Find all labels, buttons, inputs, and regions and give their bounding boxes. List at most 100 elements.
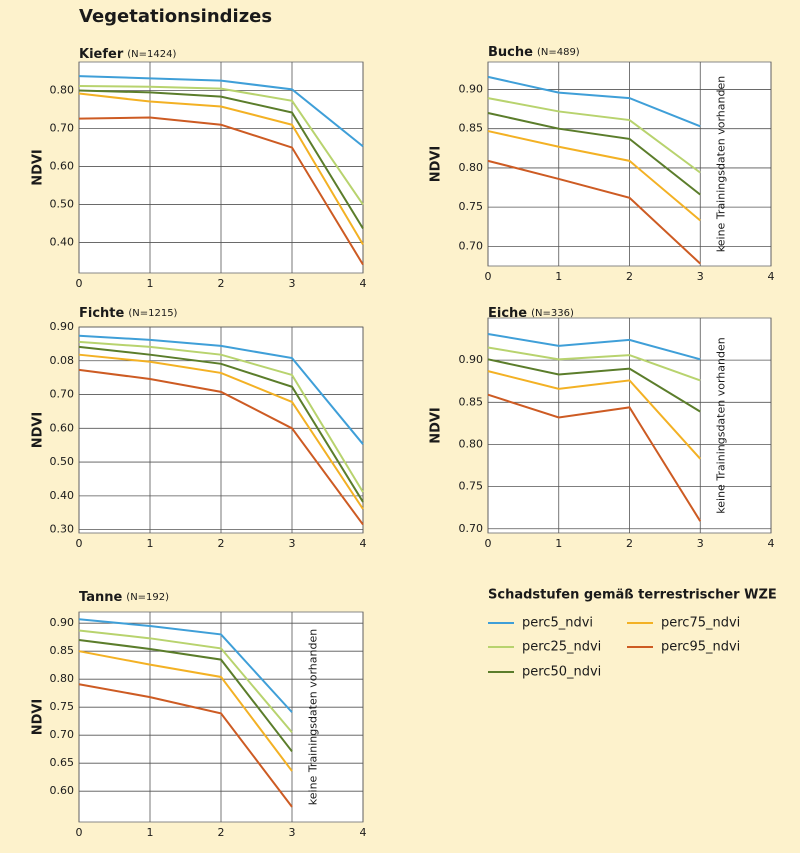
- y-tick-label: 0.50: [50, 455, 75, 468]
- chart-title-text: Eiche: [488, 306, 527, 321]
- x-tick-label: 4: [360, 826, 367, 839]
- x-tick-label: 3: [289, 537, 296, 550]
- y-tick-label: 0.80: [50, 672, 75, 685]
- y-tick-label: 0.70: [50, 728, 75, 741]
- chart-title: Kiefer (N=1424): [79, 47, 176, 62]
- x-tick-label: 1: [147, 537, 154, 550]
- y-tick-label: 0.90: [459, 353, 484, 366]
- x-tick-label: 1: [147, 826, 154, 839]
- y-tick-label: 0.75: [459, 200, 484, 213]
- x-tick-label: 0: [76, 826, 83, 839]
- x-tick-label: 3: [289, 826, 296, 839]
- chart-title-text: Tanne: [79, 590, 122, 605]
- chart-subtitle: (N=489): [537, 47, 580, 58]
- chart-subtitle: (N=336): [531, 308, 574, 319]
- legend-label: perc5_ndvi: [522, 616, 593, 631]
- y-tick-label: 0.90: [459, 82, 484, 95]
- y-axis-label: NDVI: [429, 146, 444, 183]
- x-tick-label: 2: [218, 537, 225, 550]
- x-tick-label: 4: [360, 277, 367, 290]
- y-tick-label: 0.85: [50, 644, 75, 657]
- y-tick-label: 0.40: [50, 489, 75, 502]
- y-axis-label: NDVI: [31, 699, 46, 736]
- series-line: perc95_ndvi: [78, 683, 293, 808]
- y-axis-label: NDVI: [31, 149, 46, 186]
- x-tick-label: 4: [768, 537, 775, 550]
- x-tick-label: 2: [626, 270, 633, 283]
- y-tick-label: 0.60: [50, 160, 75, 173]
- chart-title: Buche (N=489): [488, 45, 580, 60]
- x-tick-label: 3: [697, 270, 704, 283]
- chart-title-text: Buche: [488, 45, 533, 60]
- series-line: perc95_ndvi: [78, 116, 364, 266]
- y-axis-label: NDVI: [429, 407, 444, 444]
- series-line: perc50_ndvi: [78, 89, 364, 230]
- series-line: perc75_ndvi: [78, 92, 364, 245]
- chart-title: Fichte (N=1215): [79, 306, 178, 321]
- y-tick-label: 0.75: [459, 480, 484, 493]
- series-line: perc75_ndvi: [78, 650, 293, 772]
- chart-title: Eiche (N=336): [488, 306, 574, 321]
- series-line: perc5_ndvi: [487, 333, 701, 361]
- annotation: keine Trainingsdaten vorhanden: [714, 76, 727, 252]
- y-tick-label: 0.70: [50, 388, 75, 401]
- x-tick-label: 4: [768, 270, 775, 283]
- series-line: perc5_ndvi: [78, 334, 364, 445]
- y-tick-label: 0.85: [459, 395, 484, 408]
- series-line: perc25_ndvi: [78, 340, 364, 493]
- x-tick-label: 1: [147, 277, 154, 290]
- y-tick-label: 0.75: [50, 700, 75, 713]
- series-line: perc50_ndvi: [487, 112, 701, 196]
- x-tick-label: 2: [218, 277, 225, 290]
- chart-title-text: Fichte: [79, 306, 125, 321]
- chart-subtitle: (N=1215): [128, 308, 177, 319]
- x-tick-label: 3: [697, 537, 704, 550]
- series-line: perc50_ndvi: [78, 639, 293, 753]
- chart-title: Tanne (N=192): [79, 590, 169, 605]
- x-tick-label: 0: [76, 277, 83, 290]
- series-line: perc25_ndvi: [487, 97, 701, 174]
- series-line: perc95_ndvi: [487, 393, 702, 522]
- y-tick-label: 0.40: [50, 236, 75, 249]
- series-line: perc5_ndvi: [78, 618, 293, 713]
- x-tick-label: 1: [555, 270, 562, 283]
- x-tick-label: 0: [76, 537, 83, 550]
- x-tick-label: 0: [485, 537, 492, 550]
- legend-label: perc95_ndvi: [661, 640, 740, 655]
- y-tick-label: 0.80: [459, 437, 484, 450]
- y-tick-label: 0.70: [50, 122, 75, 135]
- y-tick-label: 0.70: [459, 522, 484, 535]
- chart-title-text: Kiefer: [79, 47, 124, 62]
- x-tick-label: 1: [555, 537, 562, 550]
- y-tick-label: 0.60: [50, 421, 75, 434]
- y-tick-label: 0.08: [50, 354, 75, 367]
- page-title: Vegetationsindizes: [79, 6, 272, 27]
- y-tick-label: 0.90: [50, 616, 75, 629]
- annotation: keine Trainingsdaten vorhanden: [714, 337, 727, 513]
- x-tick-label: 4: [360, 537, 367, 550]
- x-tick-label: 3: [289, 277, 296, 290]
- x-tick-label: 2: [626, 537, 633, 550]
- y-tick-label: 0.70: [459, 239, 484, 252]
- y-tick-label: 0.85: [459, 122, 484, 135]
- y-tick-label: 0.80: [459, 161, 484, 174]
- series-line: perc5_ndvi: [487, 75, 701, 128]
- chart-subtitle: (N=1424): [127, 49, 176, 60]
- x-tick-label: 2: [218, 826, 225, 839]
- legend-title: Schadstufen gemäß terrestrischer WZE: [488, 588, 777, 603]
- series-line: perc25_ndvi: [78, 84, 364, 206]
- series-line: perc75_ndvi: [487, 130, 701, 222]
- series-line: perc25_ndvi: [78, 629, 293, 734]
- y-tick-label: 0.30: [50, 523, 75, 536]
- annotation: keine Trainingsdaten vorhanden: [306, 629, 319, 805]
- chart-subtitle: (N=192): [126, 592, 169, 603]
- legend-label: perc50_ndvi: [522, 665, 601, 680]
- series-line: perc50_ndvi: [78, 345, 364, 503]
- y-tick-label: 0.65: [50, 756, 75, 769]
- y-tick-label: 0.80: [50, 84, 75, 97]
- legend-label: perc25_ndvi: [522, 640, 601, 655]
- series-line: perc95_ndvi: [487, 159, 701, 265]
- y-tick-label: 0.60: [50, 784, 75, 797]
- y-tick-label: 0.50: [50, 198, 75, 211]
